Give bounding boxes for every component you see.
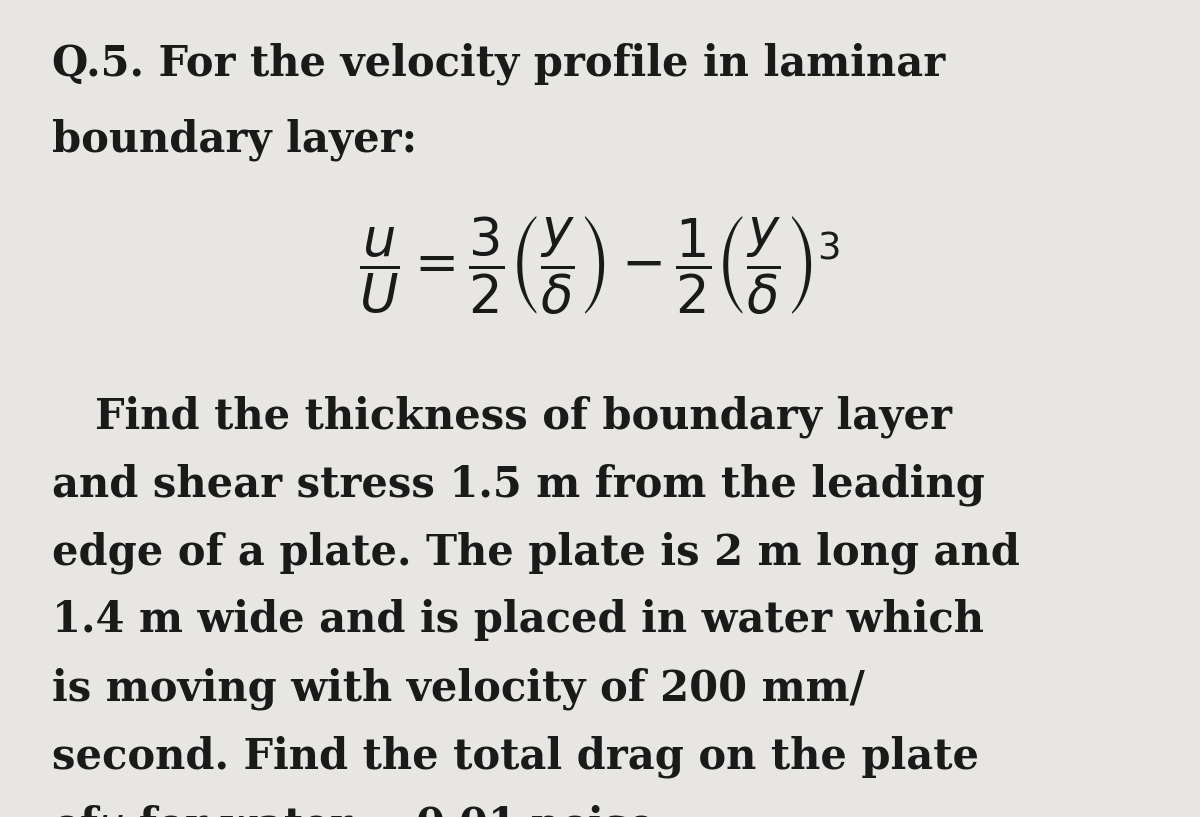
Text: edge of a plate. The plate is 2 m long and: edge of a plate. The plate is 2 m long a… [52,531,1020,574]
Text: second. Find the total drag on the plate: second. Find the total drag on the plate [52,735,979,778]
Text: Q.5. For the velocity profile in laminar: Q.5. For the velocity profile in laminar [52,42,946,84]
Text: of$\mu$ for water = 0.01 poise.: of$\mu$ for water = 0.01 poise. [52,803,667,817]
Text: 1.4 m wide and is placed in water which: 1.4 m wide and is placed in water which [52,599,984,641]
Text: Find the thickness of boundary layer: Find the thickness of boundary layer [95,395,952,437]
Text: $\dfrac{u}{U} = \dfrac{3}{2}\left(\dfrac{y}{\delta}\right) - \dfrac{1}{2}\left(\: $\dfrac{u}{U} = \dfrac{3}{2}\left(\dfrac… [359,215,841,318]
Text: and shear stress 1.5 m from the leading: and shear stress 1.5 m from the leading [52,463,985,506]
Text: boundary layer:: boundary layer: [52,118,418,160]
Text: is moving with velocity of 200 mm/: is moving with velocity of 200 mm/ [52,667,865,709]
